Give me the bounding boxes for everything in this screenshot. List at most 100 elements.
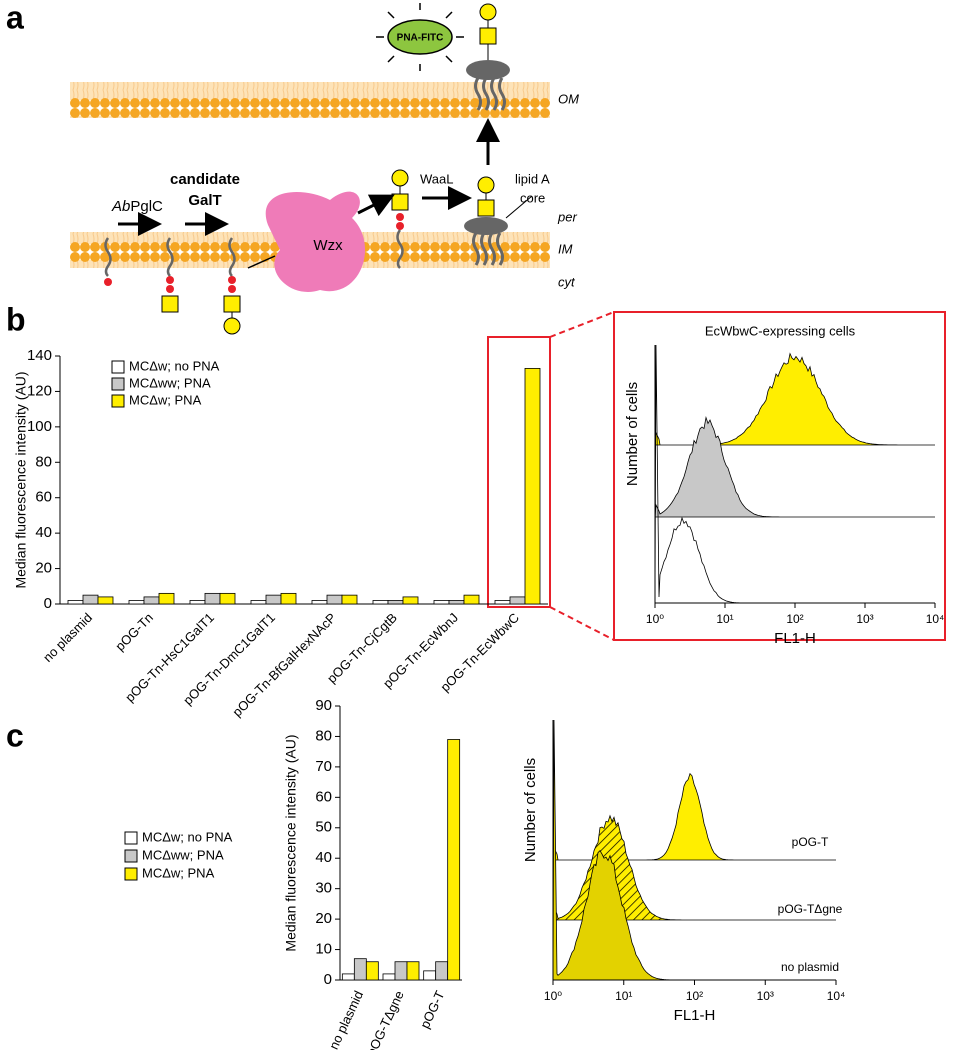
bar bbox=[447, 739, 461, 981]
y-axis-label: Number of cells bbox=[522, 758, 539, 862]
y-tick-label: 10 bbox=[315, 941, 332, 958]
bar bbox=[509, 596, 526, 605]
bar bbox=[67, 600, 84, 605]
bar bbox=[204, 592, 221, 605]
y-tick-label: 20 bbox=[35, 560, 52, 577]
bar bbox=[280, 592, 297, 605]
histogram-trace bbox=[654, 352, 935, 446]
inset-box bbox=[613, 311, 946, 641]
y-tick-label: 90 bbox=[315, 697, 332, 714]
bar bbox=[448, 600, 465, 605]
x-tick-label: 10² bbox=[686, 989, 703, 1003]
bar bbox=[158, 592, 175, 605]
x-tick-label: 10⁰ bbox=[544, 989, 562, 1003]
label: core bbox=[520, 190, 545, 205]
diagram: OM per IM cyt PNA-FITC lipid A core WaaL bbox=[70, 3, 579, 335]
y-tick-label: 120 bbox=[27, 382, 52, 399]
label: IM bbox=[558, 241, 573, 256]
label: per bbox=[557, 209, 577, 224]
y-tick-label: 0 bbox=[44, 595, 52, 612]
galactose bbox=[479, 3, 497, 21]
y-tick-label: 100 bbox=[27, 418, 52, 435]
y-tick-label: 30 bbox=[315, 880, 332, 897]
y-axis-label: Number of cells bbox=[624, 382, 641, 486]
legend-swatch bbox=[111, 377, 125, 391]
x-tick-label: 10⁰ bbox=[646, 612, 664, 626]
histogram-trace bbox=[552, 814, 836, 921]
label: lipid A bbox=[515, 171, 550, 186]
x-axis-label: FL1-H bbox=[674, 1007, 716, 1024]
bar bbox=[341, 594, 358, 605]
bar bbox=[189, 600, 206, 605]
bar bbox=[423, 970, 437, 981]
y-tick-label: 140 bbox=[27, 347, 52, 364]
label: AbPglC bbox=[111, 198, 163, 215]
legend-swatch bbox=[124, 867, 138, 881]
y-tick-label: 0 bbox=[324, 971, 332, 988]
bar bbox=[494, 600, 511, 605]
bar bbox=[463, 594, 480, 605]
legend-label: MCΔw; PNA bbox=[129, 392, 202, 407]
bar bbox=[402, 596, 419, 605]
label: cyt bbox=[558, 274, 576, 289]
trace-label: pOG-TΔgne bbox=[778, 902, 843, 916]
bar bbox=[365, 961, 379, 981]
label: WaaL bbox=[420, 171, 453, 186]
label: GalT bbox=[188, 192, 221, 209]
legend-swatch bbox=[111, 360, 125, 374]
bar bbox=[82, 594, 99, 605]
bar bbox=[143, 596, 160, 605]
bar bbox=[433, 600, 450, 605]
y-tick-label: 50 bbox=[315, 819, 332, 836]
outer-membrane bbox=[70, 82, 550, 118]
bar bbox=[406, 961, 420, 981]
label: PglC bbox=[130, 198, 163, 215]
x-tick-label: no plasmid bbox=[40, 610, 95, 665]
y-tick-label: 80 bbox=[315, 727, 332, 744]
x-tick-label: pOG-T bbox=[417, 988, 447, 1030]
pna-rays bbox=[376, 3, 464, 71]
bar bbox=[387, 600, 404, 605]
x-axis-label: FL1-H bbox=[774, 630, 816, 647]
zoom-line bbox=[549, 311, 615, 338]
y-axis-label: Median fluorescence intensity (AU) bbox=[13, 371, 29, 588]
galnac bbox=[479, 27, 497, 45]
x-tick-label: pOG-TΔgne bbox=[364, 988, 407, 1050]
label: Ab bbox=[111, 198, 130, 215]
bar bbox=[353, 958, 367, 981]
lipid-a-core bbox=[466, 60, 510, 80]
legend-swatch bbox=[124, 831, 138, 845]
label: PNA-FITC bbox=[397, 33, 444, 44]
legend-label: MCΔw; no PNA bbox=[142, 829, 233, 844]
wzx bbox=[265, 191, 366, 292]
y-axis-label: Median fluorescence intensity (AU) bbox=[283, 734, 299, 951]
x-tick-label: 10⁴ bbox=[827, 989, 846, 1003]
zoom-line bbox=[549, 606, 615, 641]
bar bbox=[219, 592, 236, 605]
x-tick-label: 10² bbox=[786, 612, 803, 626]
y-tick-label: 40 bbox=[35, 524, 52, 541]
bar bbox=[341, 973, 355, 981]
label: candidate bbox=[170, 171, 240, 188]
legend-label: MCΔw; no PNA bbox=[129, 358, 220, 373]
y-tick-label: 80 bbox=[35, 453, 52, 470]
legend-label: MCΔww; PNA bbox=[129, 375, 211, 390]
y-tick-label: 40 bbox=[315, 849, 332, 866]
x-tick-label: 10³ bbox=[856, 612, 873, 626]
x-tick-label: no plasmid bbox=[326, 988, 366, 1050]
panel-label: a bbox=[6, 0, 24, 35]
x-tick-label: pOG-Tn bbox=[112, 610, 156, 654]
bar bbox=[394, 961, 408, 981]
panel-label: b bbox=[6, 301, 26, 337]
bar bbox=[524, 367, 541, 605]
y-tick-label: 60 bbox=[35, 489, 52, 506]
x-tick-label: 10¹ bbox=[716, 612, 733, 626]
trace-label: pOG-T bbox=[792, 835, 829, 849]
bar bbox=[265, 594, 282, 605]
bar bbox=[97, 596, 114, 605]
bar bbox=[435, 961, 449, 981]
legend-swatch bbox=[111, 394, 125, 408]
pna-fitc bbox=[387, 19, 453, 55]
bar bbox=[250, 600, 267, 605]
